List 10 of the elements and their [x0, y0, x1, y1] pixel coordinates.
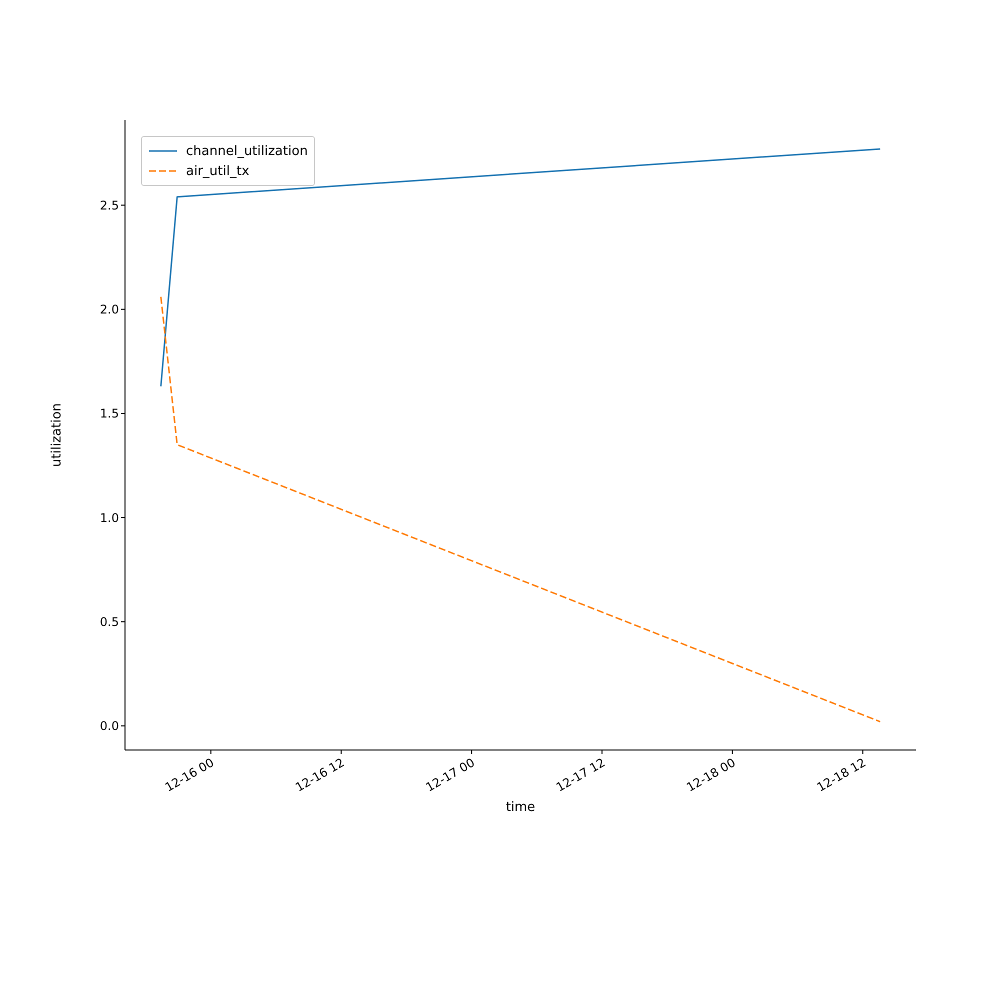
x-axis-title: time: [506, 800, 536, 816]
y-tick-label: 2.5: [100, 198, 119, 212]
y-tick-label: 0.5: [100, 614, 119, 629]
y-tick-label: 2.0: [100, 302, 119, 317]
legend-label: air_util_tx: [186, 164, 250, 178]
legend-label: channel_utilization: [186, 144, 308, 158]
y-tick-label: 1.0: [100, 510, 119, 525]
y-tick-label: 1.5: [100, 406, 119, 421]
y-tick-label: 0.0: [100, 719, 119, 734]
y-axis-title: utilization: [50, 403, 65, 467]
